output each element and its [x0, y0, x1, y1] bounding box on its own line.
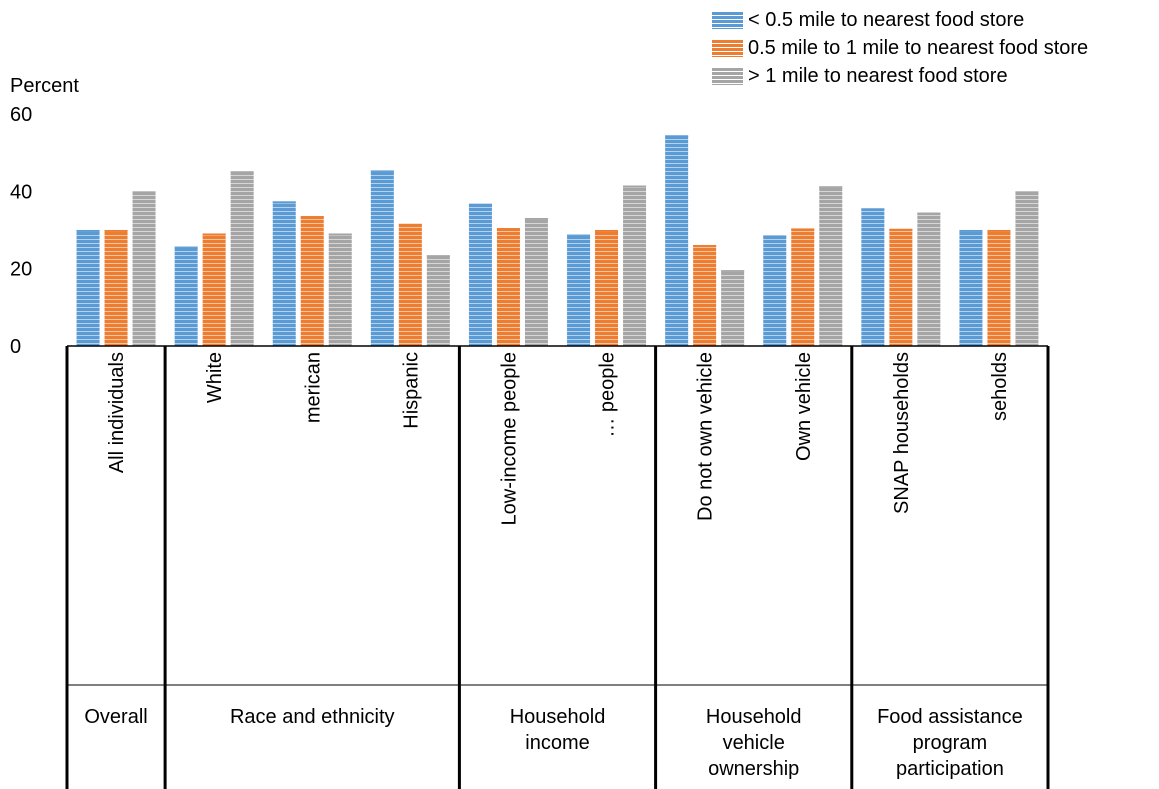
bar-far	[230, 171, 254, 346]
group-label: ownership	[708, 758, 799, 780]
bar-cap	[819, 186, 843, 189]
bar-cap	[496, 228, 520, 231]
legend-label: 0.5 mile to 1 mile to nearest food store	[748, 37, 1089, 59]
bar-cap	[889, 228, 913, 231]
bar-mid	[104, 230, 128, 346]
bar-cap	[693, 245, 717, 248]
bar-cap	[104, 230, 128, 232]
bar-mid	[300, 216, 324, 346]
bar-cap	[132, 191, 156, 194]
bar-near	[861, 208, 885, 346]
bar-far	[721, 270, 745, 346]
bar-cap	[524, 218, 548, 221]
category-label: All individuals	[106, 352, 128, 473]
bar-near	[665, 135, 689, 346]
bar-far	[819, 186, 843, 346]
bar-cap	[763, 235, 787, 238]
group-label: participation	[896, 758, 1004, 780]
category-label: merican	[302, 352, 324, 423]
bar-mid	[791, 228, 815, 346]
y-tick-label: 40	[10, 181, 32, 203]
bar-far	[426, 255, 450, 346]
bar-near	[174, 246, 198, 346]
y-tick-label: 0	[10, 336, 21, 358]
bar-cap	[917, 212, 941, 215]
category-label: White	[204, 352, 226, 403]
bar-near	[76, 230, 100, 346]
group-label: program	[913, 732, 987, 754]
bar-mid	[496, 228, 520, 346]
bar-mid	[595, 230, 619, 346]
bar-cap	[272, 201, 296, 204]
legend-swatch-near	[712, 12, 743, 29]
bar-cap	[959, 230, 983, 232]
bar-cap	[230, 171, 254, 174]
category-labels: All individuals White merican Hispanic Low-i…	[106, 352, 1011, 525]
bar-cap	[300, 216, 324, 219]
y-axis-ticks: 60 40 20 0	[10, 104, 32, 358]
bar-cap	[202, 233, 226, 236]
bar-mid	[202, 233, 226, 346]
bar-mid	[987, 230, 1011, 346]
bar-far	[917, 212, 941, 346]
bar-far	[623, 185, 647, 346]
category-label: … people	[597, 352, 619, 438]
group-label: Household	[510, 706, 606, 728]
bar-mid	[398, 223, 422, 346]
bar-far	[1015, 191, 1039, 346]
bar-cap	[76, 230, 100, 232]
bar-cap	[468, 203, 492, 206]
bar-near	[272, 201, 296, 346]
bar-cap	[665, 135, 689, 138]
bar-near	[763, 235, 787, 346]
group-label: vehicle	[723, 732, 785, 754]
bar-near	[959, 230, 983, 346]
bar-cap	[567, 234, 591, 237]
bar-mid	[693, 245, 717, 346]
bar-cap	[328, 233, 352, 236]
bar-cap	[370, 170, 394, 173]
bar-cap	[987, 230, 1011, 232]
group-label: Race and ethnicity	[230, 706, 395, 728]
category-label: SNAP households	[891, 352, 913, 514]
bar-near	[567, 234, 591, 346]
bar-cap	[398, 223, 422, 226]
category-label: Hispanic	[400, 352, 422, 429]
group-label: Household	[706, 706, 802, 728]
bar-cap	[426, 255, 450, 258]
category-label: Do not own vehicle	[695, 352, 717, 521]
bar-near	[370, 170, 394, 346]
legend-swatch-mid	[712, 40, 743, 57]
y-axis-label: Percent	[10, 75, 79, 97]
bar-cap	[1015, 191, 1039, 194]
bars	[76, 135, 1039, 346]
legend-label: < 0.5 mile to nearest food store	[748, 9, 1025, 31]
bar-cap	[791, 228, 815, 231]
bar-cap	[595, 230, 619, 232]
group-label: Overall	[84, 706, 147, 728]
legend-swatch-far	[712, 68, 743, 85]
bar-cap	[721, 270, 745, 273]
category-label: Low-income people	[498, 352, 520, 525]
bar-far	[328, 233, 352, 346]
bar-cap	[174, 246, 198, 249]
group-label: Food assistance	[877, 706, 1023, 728]
bar-cap	[861, 208, 885, 211]
category-label: seholds	[989, 352, 1011, 421]
group-label: income	[525, 732, 589, 754]
category-grid	[65, 345, 1050, 789]
y-tick-label: 60	[10, 104, 32, 126]
legend-label: > 1 mile to nearest food store	[748, 65, 1008, 87]
group-labels: Overall Race and ethnicity Household income…	[84, 706, 1022, 780]
category-label: Own vehicle	[793, 352, 815, 461]
bar-cap	[623, 185, 647, 188]
bar-far	[132, 191, 156, 346]
bar-far	[524, 218, 548, 346]
bar-mid	[889, 228, 913, 346]
y-tick-label: 20	[10, 259, 32, 281]
bar-near	[468, 203, 492, 346]
